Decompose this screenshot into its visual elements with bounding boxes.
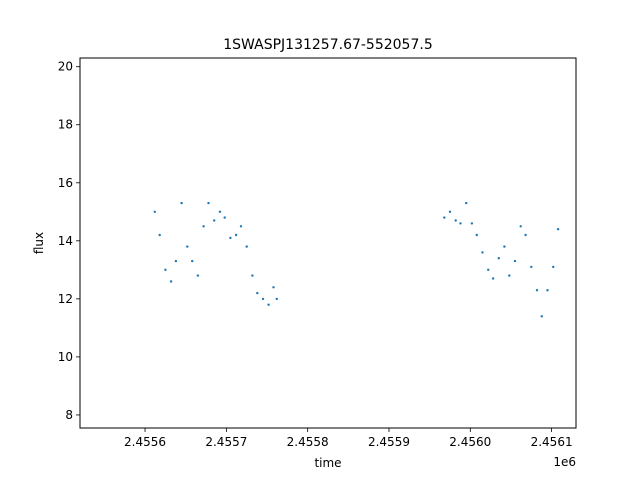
data-point	[503, 245, 506, 248]
y-tick-label: 20	[58, 60, 73, 74]
data-point	[239, 225, 243, 228]
data-point	[207, 201, 210, 205]
data-point	[508, 274, 511, 277]
data-point	[267, 303, 270, 306]
y-tick-label: 10	[58, 350, 73, 364]
y-tick-label: 8	[65, 408, 73, 422]
data-point	[524, 233, 527, 237]
data-point	[234, 233, 238, 237]
data-point	[487, 268, 490, 271]
data-point	[251, 274, 254, 277]
data-point	[229, 236, 232, 240]
y-tick-label: 14	[58, 234, 73, 248]
data-point	[556, 228, 560, 231]
data-point	[465, 201, 468, 205]
data-point	[443, 216, 446, 219]
data-point	[202, 225, 205, 228]
x-axis: 2.4556 2.4557 2.4558 2.4559 2.4560 2.4561	[124, 428, 573, 449]
data-point	[272, 286, 275, 289]
data-point	[454, 219, 457, 222]
y-tick-label: 12	[58, 292, 73, 306]
data-point	[223, 216, 226, 219]
y-tick-label: 16	[58, 176, 73, 190]
data-point	[540, 315, 543, 318]
data-point	[275, 297, 278, 301]
data-point	[158, 233, 161, 237]
data-point	[552, 265, 555, 269]
x-axis-offset-label: 1e6	[553, 455, 576, 469]
plot-frame	[79, 57, 577, 429]
x-tick-label: 2.4559	[368, 435, 410, 449]
x-tick-label: 2.4557	[205, 435, 247, 449]
data-point	[213, 219, 216, 222]
data-point	[174, 259, 178, 263]
data-point	[530, 265, 533, 269]
data-point	[448, 210, 452, 213]
data-points	[153, 201, 560, 318]
y-tick-label: 18	[58, 118, 73, 132]
x-tick-label: 2.4558	[287, 435, 329, 449]
y-axis: 8 10 12 14 16 18 20	[58, 60, 80, 422]
x-tick-label: 2.4561	[531, 435, 573, 449]
data-point	[245, 245, 248, 248]
data-point	[180, 201, 183, 205]
data-point	[513, 259, 517, 263]
data-point	[191, 259, 194, 263]
x-tick-label: 2.4560	[449, 435, 491, 449]
data-point	[497, 257, 500, 260]
data-point	[535, 289, 539, 292]
data-point	[169, 280, 173, 283]
data-point	[164, 268, 167, 271]
data-point	[491, 277, 495, 280]
data-point	[519, 225, 522, 228]
data-point	[196, 274, 200, 277]
data-point	[470, 222, 474, 225]
x-tick-label: 2.4556	[124, 435, 166, 449]
data-point	[186, 245, 189, 248]
y-axis-label: flux	[32, 232, 46, 254]
data-point	[481, 251, 484, 254]
data-point	[218, 210, 222, 213]
data-point	[546, 289, 549, 292]
chart-title: 1SWASPJ131257.67-552057.5	[223, 37, 432, 53]
data-point	[153, 210, 156, 213]
data-point	[261, 297, 265, 301]
data-point	[459, 222, 462, 225]
data-point	[256, 291, 259, 295]
data-point	[475, 233, 478, 237]
x-axis-label: time	[314, 456, 341, 470]
